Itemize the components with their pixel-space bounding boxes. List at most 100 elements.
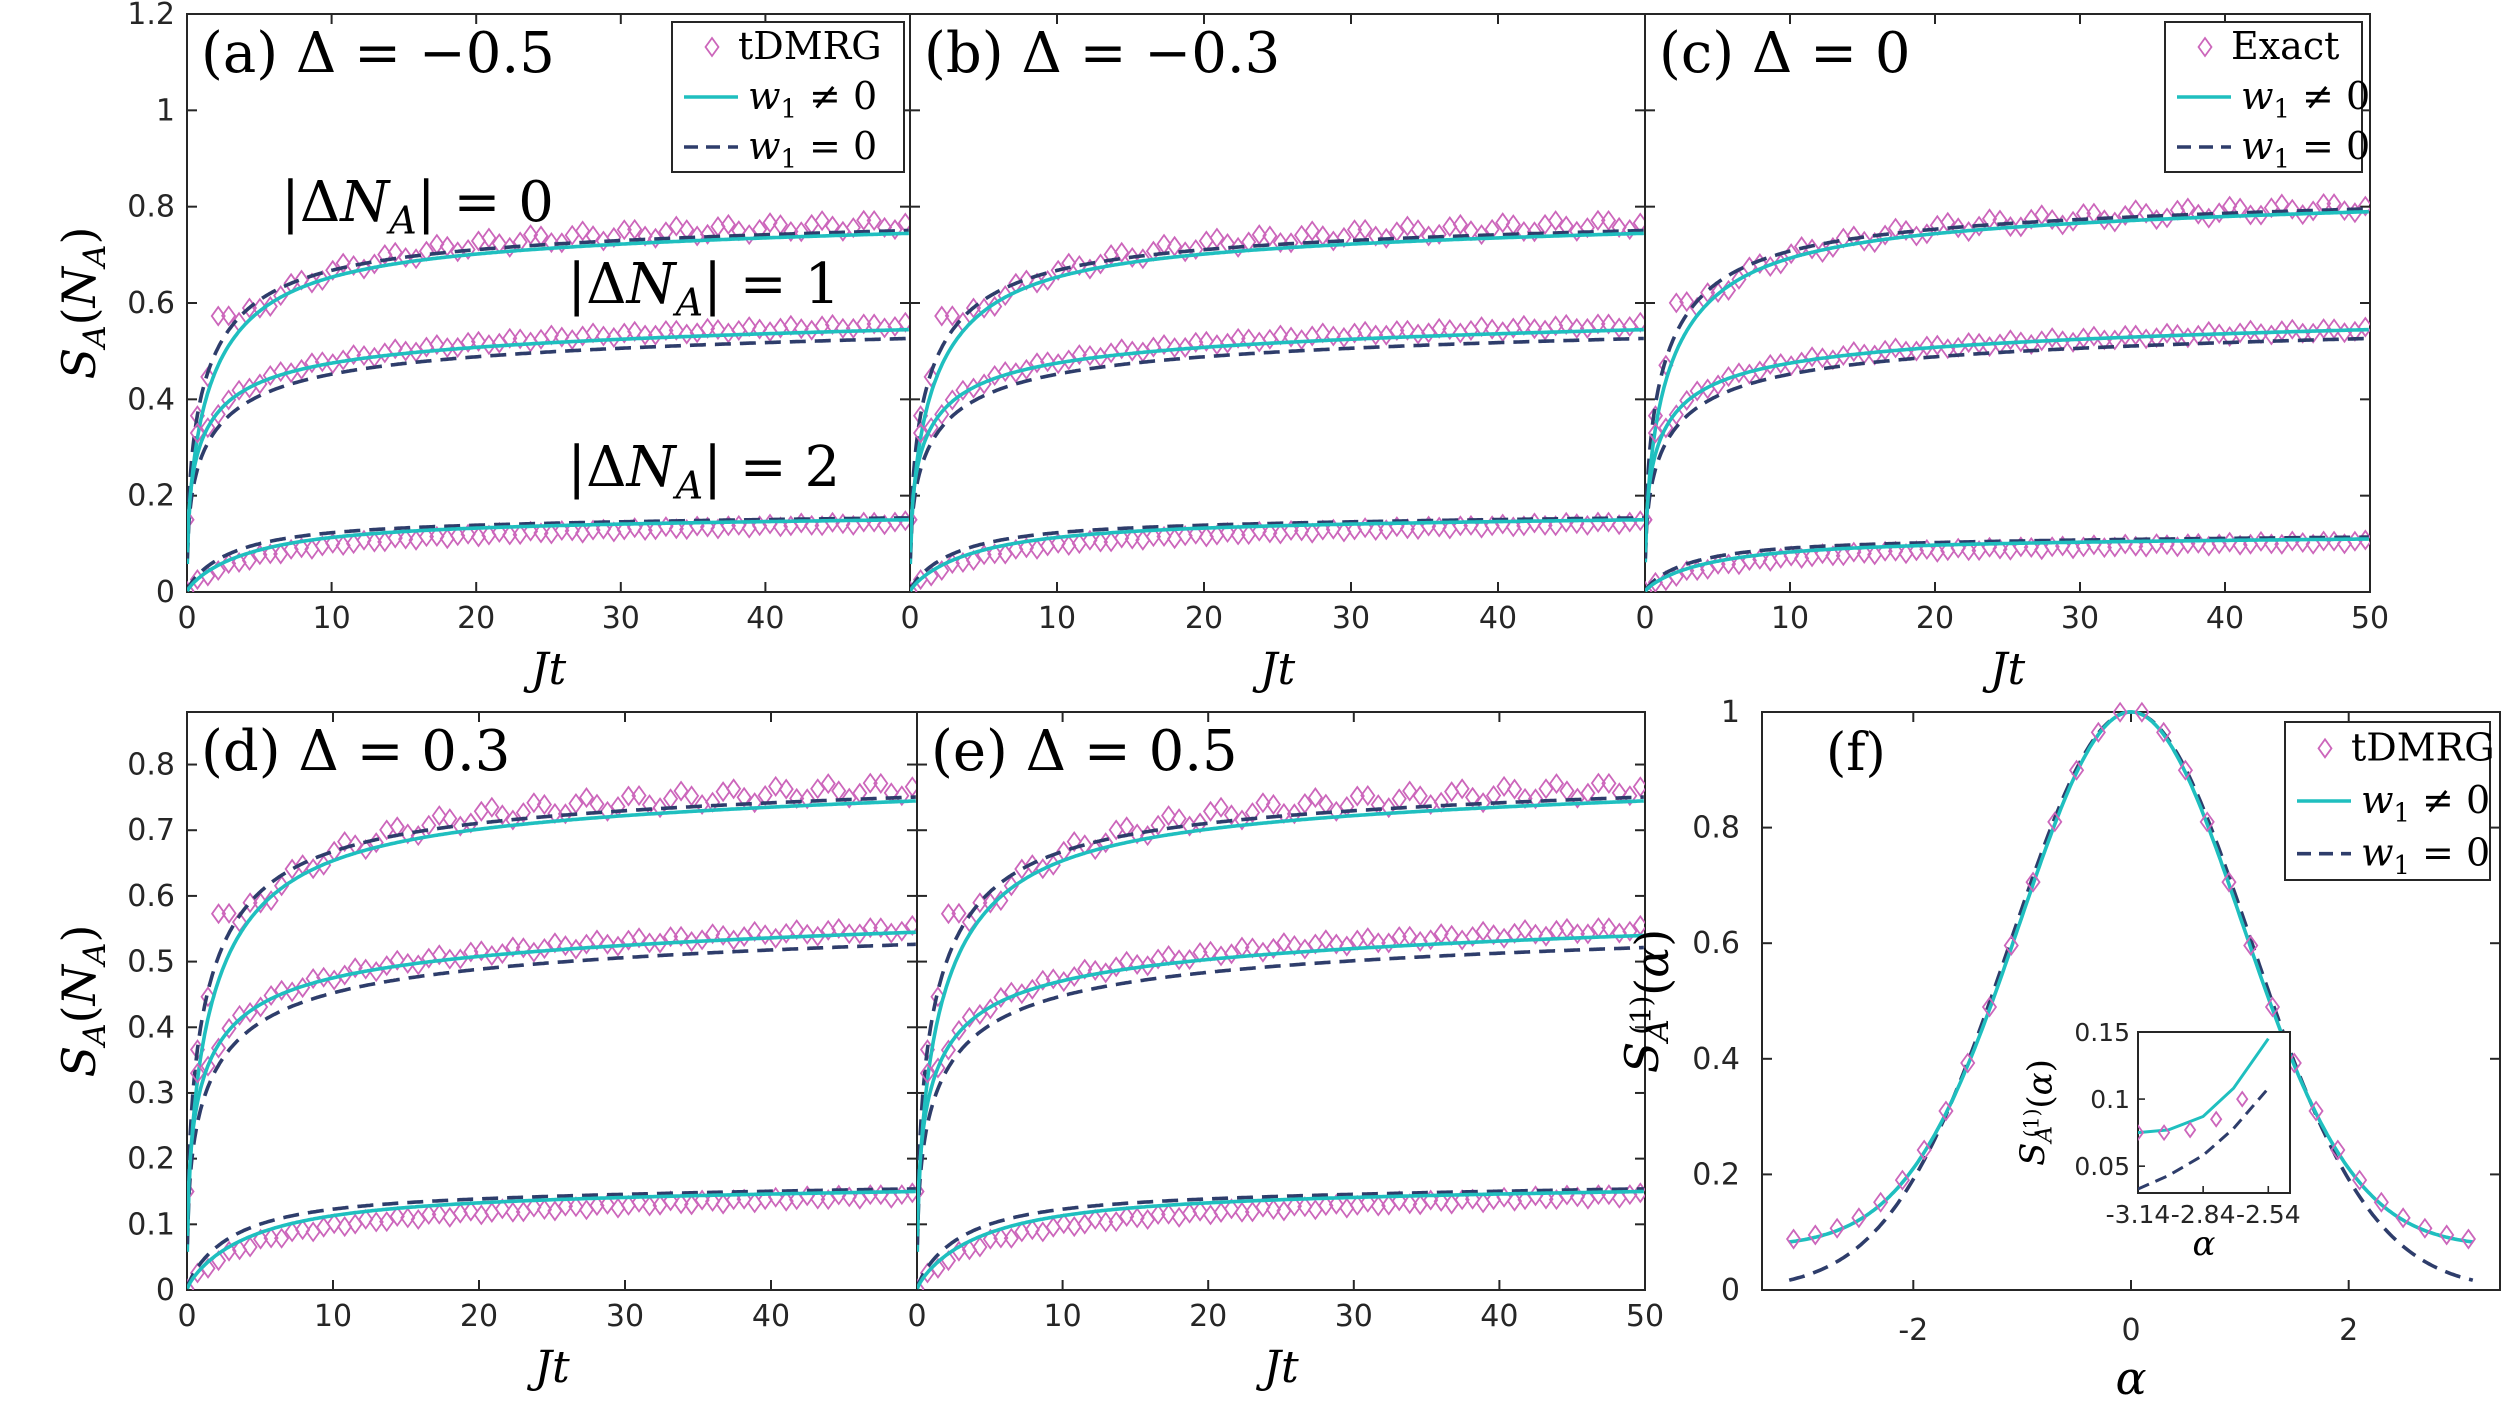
x-axis-label-d: Jt [526,1342,570,1393]
x-axis-label-a: Jt [523,644,567,695]
y-tick-label: 0.8 [127,190,175,225]
tdmrg-marker [705,1190,721,1212]
tdmrg-marker [1495,212,1511,234]
legend-label: w1 = 0 [748,124,877,174]
y-tick-label: 0.6 [1692,926,1740,961]
tdmrg-marker [1433,1190,1449,1212]
tdmrg-marker [1029,352,1045,374]
tdmrg-marker [944,305,960,327]
w1-zero-curve [187,516,909,592]
tdmrg-marker [337,831,353,853]
tdmrg-marker [923,366,939,388]
tdmrg-marker [2357,195,2370,217]
tdmrg-marker [1454,778,1470,800]
tdmrg-marker [1731,362,1747,384]
y-tick-label: 0 [1721,1273,1740,1308]
inset-plot-area [2138,1037,2270,1191]
x-axis-label-c: Jt [1982,644,2026,695]
tdmrg-marker [2264,996,2281,1018]
y-tick-label: 0.1 [127,1207,175,1242]
tdmrg-marker [1370,932,1386,954]
tdmrg-marker [1230,524,1246,546]
legend-label: w1 ≠ 0 [2241,74,2370,124]
tdmrg-marker [873,917,889,939]
tdmrg-marker [358,1208,374,1230]
tdmrg-marker [856,313,872,335]
tdmrg-marker [993,890,1009,912]
tdmrg-marker [1171,949,1187,971]
w1-nonzero-curve [910,231,1644,565]
tdmrg-marker [263,890,279,912]
x-tick-label: 0 [177,1299,196,1334]
tdmrg-marker [314,351,330,373]
tdmrg-marker [326,1213,342,1235]
tdmrg-marker [810,1188,826,1210]
x-tick-label: 30 [2061,601,2099,636]
annotation-dn2: |ΔNA| = 2 [567,435,840,507]
tdmrg-marker [841,787,857,809]
tdmrg-marker [616,219,632,241]
inset-frame [2137,1031,2291,1194]
tdmrg-marker [337,964,353,986]
tdmrg-marker [1600,209,1617,232]
tdmrg-marker [189,1062,206,1084]
tdmrg-marker [1265,793,1282,816]
tdmrg-marker [502,524,518,546]
legend-entry: w1 = 0 [2177,124,2370,174]
series--N-A-2 [910,510,1645,592]
tdmrg-marker [512,328,528,350]
tdmrg-marker [778,778,794,800]
tdmrg-marker [2112,701,2128,723]
tdmrg-marker [1992,538,2008,560]
tdmrg-marker [1600,313,1617,335]
legend-label: tDMRG [738,24,882,68]
x-tick-label: 50 [1626,1299,1664,1334]
curves [1788,710,2474,1282]
tdmrg-marker [1825,545,1841,567]
y-tick-label: 0.7 [127,813,175,848]
tdmrg-marker [387,338,403,360]
tdmrg-marker [1829,1217,1845,1239]
panel-b-frame [909,13,1646,593]
tdmrg-marker [345,254,362,277]
series--N-A-2 [917,1182,1645,1290]
tdmrg-marker [1389,319,1405,342]
tdmrg-marker [972,1236,988,1258]
tdmrg-marker [1114,527,1130,549]
tdmrg-marker [2373,1191,2389,1213]
w1-zero-curve [917,945,1644,1245]
tdmrg-marker [1150,814,1166,836]
tdmrg-marker [1484,318,1500,340]
y-tick-label: 0.3 [127,1076,175,1111]
tdmrg-marker [726,1189,742,1211]
tdmrg-marker [450,336,466,358]
tdmrg-marker [1045,968,1061,990]
tdmrg-marker [752,318,768,340]
tdmrg-marker [1167,337,1183,359]
tdmrg-marker [585,519,601,541]
tdmrg-marker [705,923,721,945]
tdmrg-marker [1846,341,1862,363]
tdmrg-marker [1399,215,1416,237]
tdmrg-marker [494,943,510,965]
tdmrg-marker [799,788,815,810]
tdmrg-marker [993,1227,1009,1249]
y-tick-label: 1 [1721,695,1740,730]
tdmrg-marker [1297,1196,1313,1218]
tdmrg-marker [2460,1228,2477,1250]
inset-tdmrg-marker [2210,1110,2223,1128]
w1-zero-curve [910,516,1644,592]
w1-nonzero-curve [187,1189,916,1290]
tdmrg-marker [757,924,773,946]
tdmrg-marker [189,422,206,444]
tdmrg-marker [1066,831,1082,853]
legend-label: w1 = 0 [2361,831,2490,881]
y-tick-label: 1 [156,93,175,128]
y-tick-label: 0.6 [127,286,175,321]
tdmrg-marker [536,1198,552,1221]
tdmrg-marker [1349,785,1365,807]
tdmrg-marker [595,325,612,347]
tdmrg-marker [1368,324,1384,346]
tdmrg-marker [1188,331,1204,353]
tdmrg-marker [1092,531,1109,553]
